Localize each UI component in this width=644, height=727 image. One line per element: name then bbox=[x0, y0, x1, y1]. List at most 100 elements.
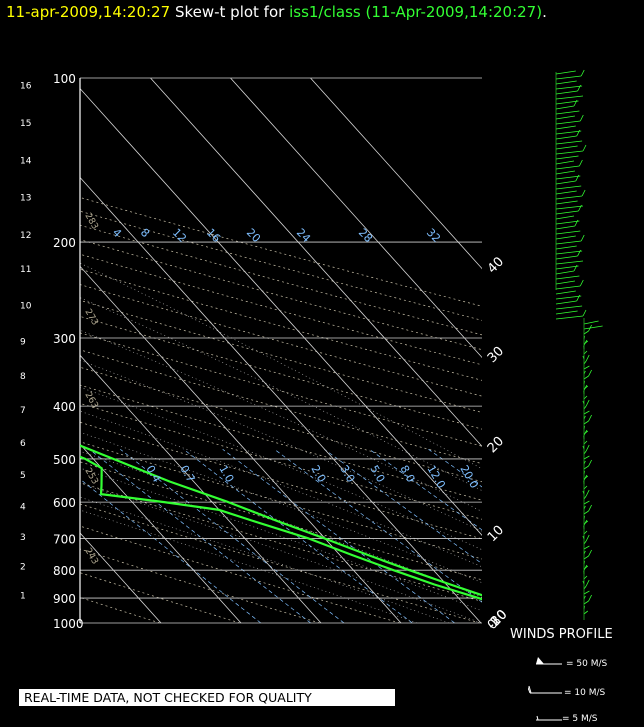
dry-adiabat-line bbox=[80, 332, 482, 447]
wind-barb bbox=[555, 225, 575, 230]
wind-barb bbox=[555, 280, 575, 285]
moist-adiabat-line bbox=[80, 329, 482, 512]
wind-barb bbox=[588, 549, 592, 557]
mixing-ratio-line bbox=[222, 449, 455, 623]
wind-barb bbox=[579, 114, 584, 122]
dry-adiabat-line bbox=[80, 210, 482, 321]
height-tick-label: 2 bbox=[20, 563, 26, 573]
wind-barb bbox=[585, 399, 590, 407]
height-tick-label: 11 bbox=[20, 265, 31, 275]
wind-barb bbox=[555, 150, 584, 155]
wind-barb bbox=[583, 325, 603, 330]
wind-barb bbox=[583, 500, 590, 505]
mixing-ratio-label: 5.0 bbox=[367, 463, 387, 485]
pressure-tick-label: 400 bbox=[53, 400, 76, 414]
moist-adiabat-line bbox=[80, 496, 450, 623]
dry-adiabat-line bbox=[80, 403, 482, 520]
wind-barb bbox=[583, 375, 589, 380]
wind-barb bbox=[555, 295, 582, 300]
height-tick-label: 10 bbox=[20, 302, 32, 312]
dry-adiabat-label: 243 bbox=[82, 547, 99, 567]
wind-barb bbox=[555, 185, 582, 190]
wind-barb bbox=[555, 250, 583, 255]
dry-adiabat-line bbox=[80, 316, 482, 430]
height-tick-label: 14 bbox=[20, 156, 32, 166]
wind-barb bbox=[583, 410, 590, 415]
wind-barb bbox=[555, 310, 578, 315]
wind-barb bbox=[574, 219, 579, 227]
pressure-tick-label: 500 bbox=[53, 453, 76, 467]
wind-barb bbox=[583, 350, 588, 355]
height-tick-label: 8 bbox=[20, 372, 26, 382]
height-tick-label: 6 bbox=[20, 439, 26, 449]
dry-adiabat-line bbox=[80, 366, 482, 483]
wind-barb bbox=[555, 215, 575, 220]
wind-barb bbox=[585, 579, 590, 587]
wind-barb bbox=[588, 459, 592, 467]
wind-barb bbox=[555, 95, 584, 100]
wind-barb bbox=[555, 170, 575, 175]
isotherm-right-label: 40 bbox=[485, 254, 507, 276]
wind-barb bbox=[583, 330, 589, 335]
wind-barb bbox=[573, 99, 578, 107]
sounding-profiles bbox=[80, 444, 482, 601]
wind-barb bbox=[555, 255, 578, 260]
moist-adiabats bbox=[80, 262, 482, 623]
wind-barb bbox=[555, 120, 581, 125]
height-tick-label: 5 bbox=[20, 471, 26, 481]
wind-barb bbox=[555, 165, 580, 170]
wind-barb bbox=[583, 320, 599, 325]
isotherm-line bbox=[80, 176, 482, 623]
isotherm-line bbox=[80, 443, 242, 623]
wind-barb bbox=[577, 84, 581, 92]
wind-barb bbox=[575, 174, 580, 182]
wind-barb bbox=[583, 610, 589, 615]
dry-adiabat-line bbox=[80, 284, 482, 397]
wind-barb bbox=[583, 395, 588, 400]
wind-barb bbox=[585, 354, 590, 362]
legend-5ms bbox=[534, 710, 564, 727]
wind-barb bbox=[585, 444, 590, 452]
mixing-ratio-line bbox=[324, 449, 482, 565]
moist-adiabat-label: 4 bbox=[110, 226, 124, 240]
wind-barb bbox=[576, 294, 581, 302]
isotherm-right-label: 30 bbox=[485, 344, 507, 366]
mixing-ratio-line bbox=[183, 449, 413, 623]
wind-barb bbox=[579, 279, 584, 287]
wind-barb bbox=[555, 135, 577, 140]
wind-barb bbox=[582, 309, 587, 317]
wind-barb bbox=[555, 160, 575, 165]
wind-barb bbox=[580, 69, 585, 77]
wind-barb bbox=[555, 285, 581, 290]
half-barb-icon bbox=[536, 715, 562, 721]
wind-barb bbox=[555, 305, 583, 310]
dry-adiabat-line bbox=[80, 299, 482, 413]
legend-50ms-text: = 50 M/S bbox=[566, 659, 608, 669]
wind-barb bbox=[588, 324, 592, 332]
moist-adiabat-line bbox=[80, 262, 482, 470]
isotherm-right-label: 10 bbox=[485, 523, 507, 545]
wind-barb bbox=[579, 159, 583, 167]
height-tick-label: 15 bbox=[20, 119, 31, 129]
wind-barb bbox=[555, 85, 583, 90]
dry-adiabats bbox=[80, 197, 482, 623]
isotherm-line bbox=[80, 354, 322, 623]
wind-barb bbox=[555, 145, 578, 150]
wind-barb bbox=[555, 195, 583, 200]
mixing-ratio-line bbox=[369, 449, 482, 531]
isotherm-right-label: 20 bbox=[485, 434, 507, 456]
wind-barb bbox=[555, 315, 584, 320]
isotherm-line bbox=[80, 265, 402, 623]
wind-barb bbox=[582, 144, 587, 152]
height-tick-label: 9 bbox=[20, 337, 26, 347]
mixing-ratio-line bbox=[274, 449, 482, 603]
moist-adiabat-line bbox=[80, 359, 482, 532]
dry-adiabat-label: 263 bbox=[82, 391, 99, 411]
wind-barb bbox=[581, 189, 586, 197]
mixing-ratio-line bbox=[89, 449, 311, 623]
dry-adiabat-line bbox=[80, 224, 482, 336]
height-tick-label: 4 bbox=[20, 502, 26, 512]
wind-barb bbox=[583, 555, 589, 560]
wind-barb bbox=[555, 245, 577, 250]
